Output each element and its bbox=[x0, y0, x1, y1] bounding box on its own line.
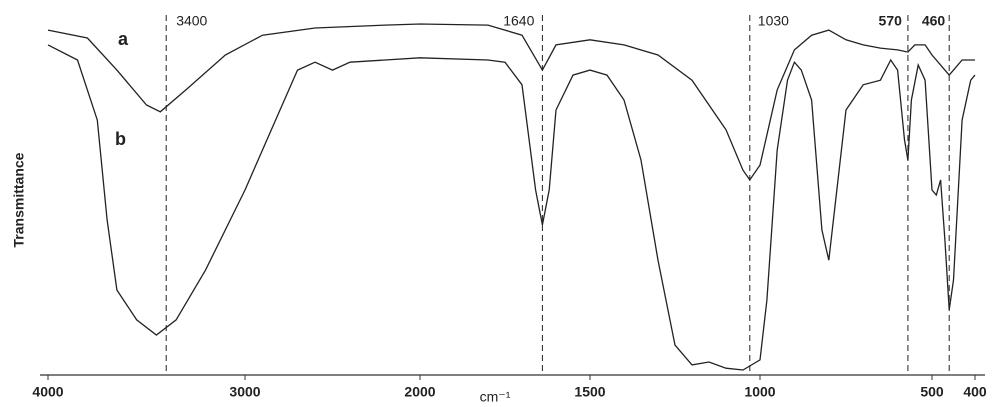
marker-label: 1030 bbox=[758, 13, 789, 29]
x-axis-label: cm⁻¹ bbox=[480, 389, 511, 405]
x-tick-label: 3000 bbox=[229, 384, 260, 400]
x-tick-label: 500 bbox=[920, 384, 944, 400]
x-tick-label: 4000 bbox=[32, 384, 63, 400]
y-axis-label: Transmittance bbox=[11, 152, 27, 247]
series-label: b bbox=[115, 129, 126, 149]
x-tick-label: 400 bbox=[963, 384, 987, 400]
marker-label: 460 bbox=[922, 13, 946, 29]
x-tick-label: 2000 bbox=[404, 384, 435, 400]
marker-label: 1640 bbox=[503, 13, 534, 29]
series-label: a bbox=[118, 29, 129, 49]
x-tick-label: 1500 bbox=[574, 384, 605, 400]
series-line bbox=[47, 44, 976, 371]
marker-label: 3400 bbox=[176, 13, 207, 29]
x-tick-label: 1000 bbox=[744, 384, 775, 400]
series-line bbox=[47, 23, 975, 182]
marker-label: 570 bbox=[879, 13, 903, 29]
